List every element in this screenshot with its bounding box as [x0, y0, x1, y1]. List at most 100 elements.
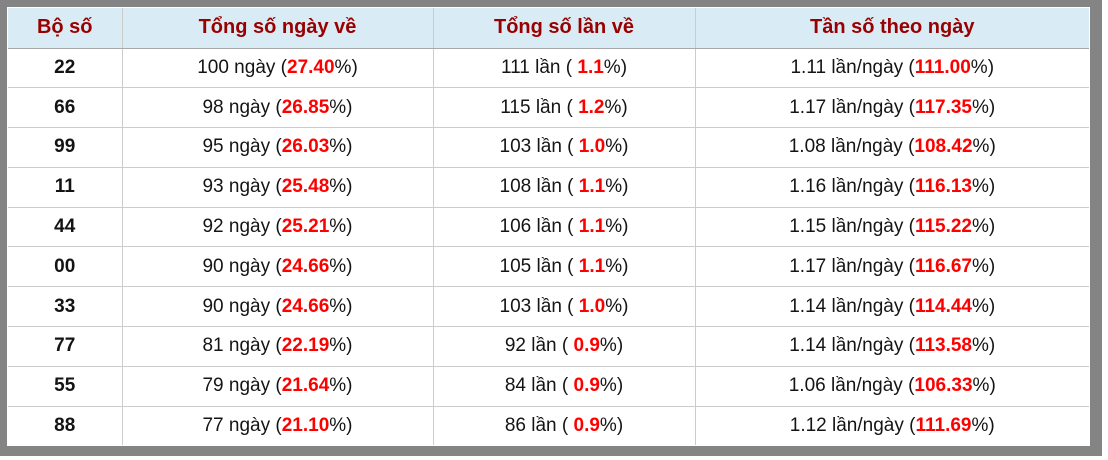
times-text: 111 lần (: [500, 56, 578, 78]
days-close: %): [329, 136, 353, 158]
times-percent: 0.9: [573, 414, 600, 436]
times-cell: 84 lần ( 0.9%): [432, 366, 695, 407]
days-close: %): [329, 335, 353, 357]
times-text: 92 lần (: [504, 335, 574, 357]
freq-text: 1.17 lần/ngày (: [789, 255, 915, 277]
table-row: 00 90 ngày (24.66%) 105 lần ( 1.1%) 1.17…: [8, 246, 1089, 288]
table-row: 66 98 ngày (26.85%) 115 lần ( 1.2%) 1.17…: [8, 87, 1089, 129]
times-close: %): [599, 414, 624, 436]
days-cell: 92 ngày (25.21%): [121, 207, 433, 248]
days-close: %): [329, 414, 353, 436]
days-text: 95 ngày (: [202, 136, 282, 158]
days-percent: 25.21: [281, 216, 330, 238]
days-percent: 24.66: [281, 295, 330, 317]
table-header: Bộ số Tổng số ngày về Tổng số lần về Tần…: [8, 8, 1089, 49]
times-percent: 1.0: [578, 136, 606, 158]
times-close: %): [604, 96, 628, 118]
times-cell: 106 lần ( 1.1%): [432, 207, 695, 248]
times-percent: 1.1: [578, 216, 606, 238]
times-text: 86 lần (: [504, 414, 574, 436]
freq-cell: 1.17 lần/ngày (116.67%): [694, 246, 1089, 288]
days-text: 93 ngày (: [202, 176, 282, 198]
freq-percent: 111.69: [915, 414, 972, 436]
pair-cell: 77: [8, 326, 122, 367]
times-close: %): [599, 375, 624, 397]
freq-text: 1.15 lần/ngày (: [789, 216, 915, 238]
freq-cell: 1.16 lần/ngày (116.13%): [694, 167, 1089, 208]
freq-cell: 1.08 lần/ngày (108.42%): [694, 127, 1089, 168]
freq-close: %): [971, 414, 995, 436]
table-row: 11 93 ngày (25.48%) 108 lần ( 1.1%) 1.16…: [8, 167, 1089, 208]
pair-cell: 99: [8, 127, 122, 168]
table-row: 88 77 ngày (21.10%) 86 lần ( 0.9%) 1.12 …: [8, 406, 1089, 445]
pair-statistics-table: Bộ số Tổng số ngày về Tổng số lần về Tần…: [8, 8, 1089, 445]
days-percent: 24.66: [281, 255, 330, 277]
days-text: 90 ngày (: [202, 295, 282, 317]
days-percent: 21.64: [281, 375, 330, 397]
days-text: 77 ngày (: [202, 414, 282, 436]
days-percent: 22.19: [281, 335, 330, 357]
times-text: 105 lần (: [499, 255, 579, 277]
freq-percent: 117.35: [914, 96, 973, 118]
freq-percent: 114.44: [914, 295, 973, 317]
pair-cell: 44: [8, 207, 122, 248]
column-header-days: Tổng số ngày về: [121, 8, 433, 49]
table-row: 33 90 ngày (24.66%) 103 lần ( 1.0%) 1.14…: [8, 286, 1089, 327]
table-row: 44 92 ngày (25.21%) 106 lần ( 1.1%) 1.15…: [8, 207, 1089, 248]
freq-percent: 111.00: [914, 56, 971, 78]
freq-cell: 1.14 lần/ngày (114.44%): [694, 286, 1089, 327]
freq-close: %): [972, 136, 996, 158]
days-text: 79 ngày (: [202, 375, 282, 397]
freq-text: 1.11 lần/ngày (: [790, 56, 915, 78]
times-text: 115 lần (: [500, 96, 579, 118]
freq-text: 1.14 lần/ngày (: [789, 335, 915, 357]
times-percent: 1.2: [578, 96, 605, 118]
days-cell: 90 ngày (24.66%): [121, 246, 433, 288]
freq-close: %): [972, 96, 996, 118]
days-text: 81 ngày (: [202, 335, 282, 357]
table-row: 77 81 ngày (22.19%) 92 lần ( 0.9%) 1.14 …: [8, 326, 1089, 367]
times-close: %): [605, 176, 629, 198]
days-cell: 95 ngày (26.03%): [121, 127, 433, 168]
freq-text: 1.08 lần/ngày (: [788, 136, 915, 158]
pair-cell: 00: [8, 246, 122, 288]
days-close: %): [329, 216, 353, 238]
freq-text: 1.12 lần/ngày (: [789, 414, 916, 436]
freq-percent: 116.13: [914, 176, 973, 198]
days-text: 92 ngày (: [202, 216, 282, 238]
days-close: %): [329, 96, 353, 118]
times-close: %): [605, 136, 629, 158]
times-close: %): [605, 255, 629, 277]
freq-close: %): [970, 56, 995, 78]
freq-cell: 1.12 lần/ngày (111.69%): [694, 406, 1089, 445]
days-percent: 21.10: [281, 414, 330, 436]
times-cell: 111 lần ( 1.1%): [432, 48, 695, 89]
pair-cell: 33: [8, 286, 122, 327]
days-cell: 79 ngày (21.64%): [121, 366, 433, 407]
pair-cell: 22: [8, 48, 122, 89]
days-percent: 27.40: [287, 56, 335, 78]
freq-text: 1.17 lần/ngày (: [789, 96, 915, 118]
column-header-pair: Bộ số: [8, 8, 122, 49]
days-close: %): [329, 375, 353, 397]
column-header-freq: Tần số theo ngày: [694, 8, 1089, 49]
column-header-times: Tổng số lần về: [432, 8, 695, 49]
table-body: 22 100 ngày (27.40%) 111 lần ( 1.1%) 1.1…: [8, 48, 1089, 445]
times-text: 103 lần (: [499, 295, 579, 317]
freq-close: %): [972, 375, 996, 397]
times-close: %): [603, 56, 628, 78]
freq-text: 1.06 lần/ngày (: [788, 375, 915, 397]
days-percent: 26.85: [281, 96, 330, 118]
freq-cell: 1.14 lần/ngày (113.58%): [694, 326, 1089, 367]
days-text: 100 ngày (: [197, 56, 287, 78]
freq-cell: 1.17 lần/ngày (117.35%): [694, 87, 1089, 129]
times-text: 103 lần (: [499, 136, 579, 158]
freq-cell: 1.11 lần/ngày (111.00%): [694, 48, 1089, 89]
times-cell: 86 lần ( 0.9%): [432, 406, 695, 445]
times-cell: 115 lần ( 1.2%): [432, 87, 695, 129]
days-cell: 81 ngày (22.19%): [121, 326, 433, 367]
times-text: 108 lần (: [499, 176, 579, 198]
freq-text: 1.16 lần/ngày (: [789, 176, 915, 198]
times-close: %): [605, 216, 629, 238]
